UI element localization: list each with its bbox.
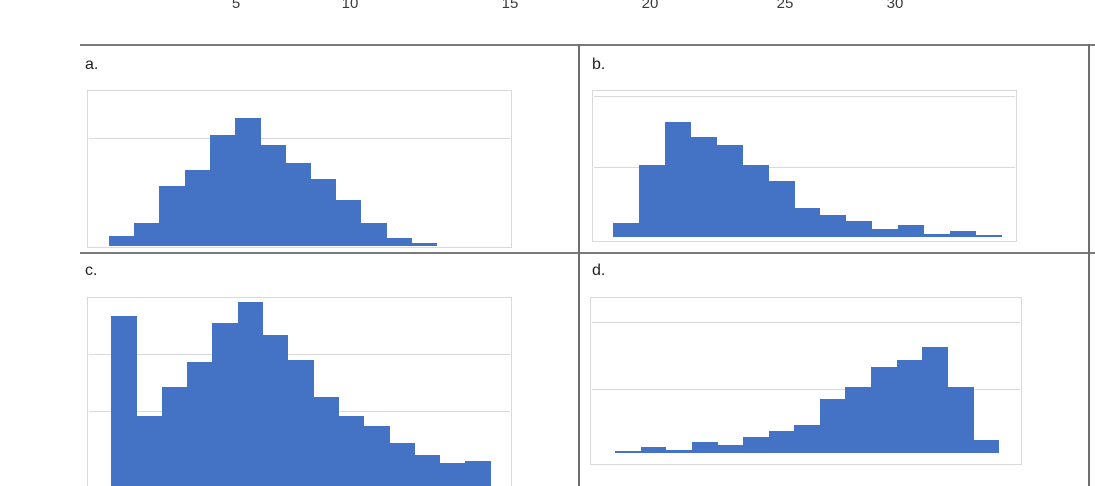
- gridline: [594, 96, 1015, 97]
- histogram-bar: [794, 425, 821, 453]
- histogram-bar: [845, 387, 872, 453]
- histogram-bar: [111, 316, 137, 486]
- histogram-bar: [310, 179, 337, 246]
- histogram-bar: [640, 447, 667, 453]
- histogram-bar: [923, 234, 950, 237]
- histogram-bar: [897, 225, 925, 237]
- histogram-bar: [361, 223, 387, 246]
- histogram-bar: [613, 223, 640, 237]
- histogram-bar: [717, 445, 744, 453]
- histogram-bar: [743, 437, 769, 453]
- histogram-bar: [411, 243, 437, 246]
- panel-label-c: c.: [85, 262, 98, 279]
- top-axis-tick: 10: [341, 0, 359, 12]
- table-border-middle: [80, 252, 1095, 254]
- histogram-bar: [819, 399, 846, 453]
- histogram-bar: [664, 122, 691, 237]
- histogram-bar: [820, 215, 847, 237]
- histogram-bar: [690, 137, 717, 237]
- panel-label-d: d.: [592, 262, 606, 279]
- histogram-bar: [872, 229, 899, 237]
- table-border-center: [578, 44, 580, 486]
- histogram-bar: [161, 387, 188, 486]
- histogram-bar: [949, 231, 976, 237]
- histogram-bar: [386, 238, 412, 246]
- histogram-bar: [947, 387, 974, 453]
- panel-label-b: b.: [592, 56, 606, 73]
- histogram-bar: [159, 186, 185, 246]
- histogram-bar: [335, 200, 362, 246]
- histogram-bar: [465, 461, 491, 486]
- histogram-bar: [237, 302, 264, 486]
- histogram-bar: [896, 360, 923, 453]
- histogram-bar: [109, 236, 135, 246]
- histogram-bar: [716, 145, 743, 237]
- gridline: [89, 138, 510, 139]
- histogram-c: [87, 297, 512, 486]
- histogram-bar: [285, 163, 311, 246]
- histogram-bar: [414, 455, 441, 486]
- histogram-bar: [615, 451, 641, 453]
- top-axis-tick: 15: [501, 0, 519, 12]
- histogram-bar: [209, 135, 236, 246]
- panel-label-a: a.: [85, 56, 99, 73]
- table-border-top: [80, 44, 1095, 46]
- table-border-right: [1088, 44, 1090, 486]
- histogram-bar: [288, 360, 314, 486]
- gridline: [592, 322, 1020, 323]
- top-axis-tick: 20: [641, 0, 659, 12]
- histogram-bar: [338, 416, 365, 486]
- histogram-bar: [260, 145, 286, 246]
- histogram-bar: [638, 165, 666, 237]
- histogram-bar: [871, 367, 897, 453]
- histogram-bar: [742, 165, 769, 237]
- histogram-bar: [768, 181, 795, 237]
- histogram-bar: [666, 450, 693, 453]
- histogram-bar: [973, 440, 1000, 453]
- histogram-a: [87, 90, 512, 248]
- top-axis-tick: 30: [886, 0, 904, 12]
- gridline: [89, 354, 510, 355]
- histogram-bar: [922, 347, 949, 453]
- histogram-bar: [389, 443, 415, 486]
- histogram-bar: [439, 463, 466, 486]
- histogram-bar: [313, 397, 339, 486]
- histogram-bar: [186, 362, 213, 486]
- gridline: [592, 389, 1020, 390]
- histogram-bar: [364, 426, 390, 486]
- histogram-bar: [184, 170, 211, 246]
- histogram-bar: [235, 118, 261, 246]
- top-axis-tick: 5: [231, 0, 241, 12]
- histogram-bar: [768, 431, 795, 453]
- histogram-bar: [136, 416, 162, 486]
- histogram-bar: [846, 221, 873, 237]
- top-axis-tick: 25: [776, 0, 794, 12]
- histogram-bar: [134, 223, 160, 246]
- histogram-bar: [691, 442, 718, 453]
- histogram-d: [590, 297, 1022, 465]
- histogram-bar: [975, 235, 1002, 237]
- histogram-bar: [212, 323, 238, 486]
- histogram-b: [592, 90, 1017, 242]
- histogram-bar: [794, 208, 821, 237]
- histogram-bar: [262, 335, 289, 486]
- gridline: [594, 167, 1015, 168]
